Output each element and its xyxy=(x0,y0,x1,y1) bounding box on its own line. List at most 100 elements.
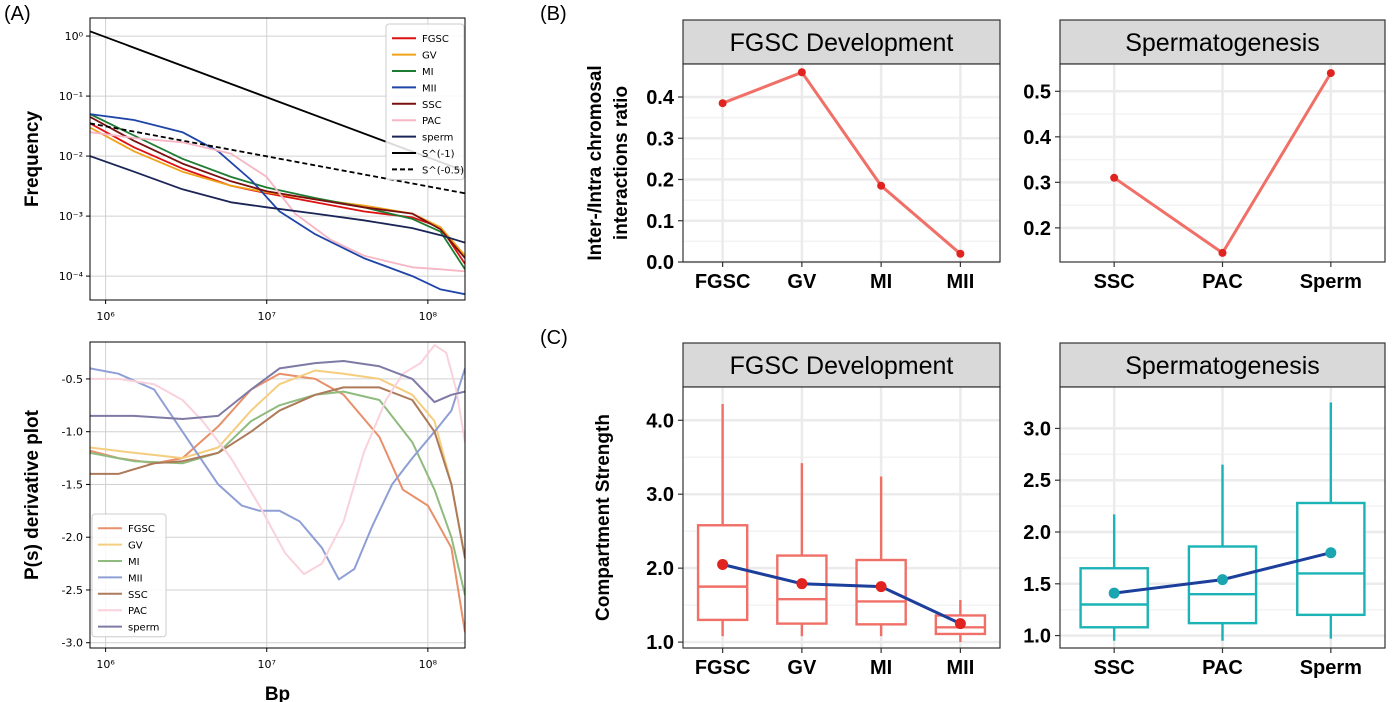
y-tick-label: 0.3 xyxy=(1023,172,1051,194)
series-line-gv xyxy=(90,369,465,559)
box-iqr xyxy=(776,554,828,625)
panel-frame xyxy=(682,63,1001,263)
legend-label: sperm xyxy=(128,623,159,634)
y-tick-label: 4.0 xyxy=(646,410,674,432)
facet-strip xyxy=(1059,342,1386,388)
panel-letter-b: (B) xyxy=(540,3,567,25)
y-axis-label: Inter-/Intra chromosal xyxy=(585,65,606,260)
ratio-line xyxy=(722,70,962,255)
legend-label: sperm xyxy=(422,133,453,144)
ratio-point xyxy=(877,181,886,190)
legend-label: S^(-0.5) xyxy=(422,165,464,176)
facet-strip xyxy=(682,342,1001,388)
x-tick-label: 10⁸ xyxy=(419,310,438,323)
series-line-sperm xyxy=(90,360,465,420)
mean-point xyxy=(796,578,808,590)
legend-label: PAC xyxy=(422,116,441,127)
x-tick-label: SSC xyxy=(1094,657,1135,679)
mean-point xyxy=(717,558,729,570)
y-tick-label: -2.0 xyxy=(62,531,83,544)
y-tick-label: -0.5 xyxy=(62,373,83,386)
x-tick-label: FGSC xyxy=(695,271,751,293)
y-axis-label: Frequency xyxy=(22,111,43,208)
y-tick-label: -3.0 xyxy=(62,637,83,650)
legend-label: MI xyxy=(128,557,140,568)
x-tick-label: 10⁸ xyxy=(419,658,438,671)
plot-frame xyxy=(89,341,466,649)
y-axis-label: Compartment Strength xyxy=(593,414,614,621)
series-line-sperm xyxy=(90,155,465,244)
x-tick-label: MII xyxy=(946,271,974,293)
facet-strip-title: FGSC Development xyxy=(730,352,954,380)
legend-label: MII xyxy=(128,573,143,584)
x-tick-label: 10⁷ xyxy=(258,658,276,671)
y-tick-label: 0.2 xyxy=(1023,218,1051,240)
x-tick-label: MII xyxy=(946,657,974,679)
legend-label: FGSC xyxy=(128,524,155,535)
chart-a-bottom: 10⁶ 10⁷ 10⁸ -0.5 -1.0 -1.5 -2.0 -2.5 -3.0 P(s) de… xyxy=(22,341,466,702)
ratio-point xyxy=(956,249,965,258)
series-line-mii xyxy=(90,367,465,581)
legend-label: PAC xyxy=(128,606,147,617)
y-tick-label: 0.4 xyxy=(646,87,675,109)
facet-strip-title: Spermatogenesis xyxy=(1125,29,1320,57)
x-tick-label: 10⁷ xyxy=(258,310,276,323)
facet-strip-title: FGSC Development xyxy=(730,29,954,57)
y-tick-label: 2.5 xyxy=(1023,470,1051,492)
y-tick-label: 1.5 xyxy=(1023,574,1051,596)
y-axis-label: P(s) derivative plot xyxy=(22,409,43,580)
legend-label: MII xyxy=(422,83,437,94)
x-axis-label: Bp xyxy=(265,684,290,702)
legend-label: SSC xyxy=(422,100,442,111)
series-group xyxy=(90,344,465,633)
legend-label: MI xyxy=(422,67,434,78)
y-tick-label: -1.0 xyxy=(62,426,83,439)
x-tick-label: PAC xyxy=(1202,657,1243,679)
chart-b-left: FGSC Development 0.0 0.1 0.2 0.3 0.4 FGSC GV MI M… xyxy=(585,19,1001,293)
chart-c-left: FGSC Development 1.0 2.0 3.0 4.0 FGSC GV MI MII C… xyxy=(593,342,1001,679)
x-tick-label: FGSC xyxy=(695,657,751,679)
y-tick-label: 2.0 xyxy=(1023,522,1051,544)
y-tick-label: 0.4 xyxy=(1023,127,1052,149)
x-tick-label: SSC xyxy=(1094,271,1135,293)
x-tick-label: PAC xyxy=(1202,271,1243,293)
y-tick-label: 10⁻⁴ xyxy=(59,270,84,283)
y-tick-label: 0.1 xyxy=(646,211,674,233)
panel-letter-a: (A) xyxy=(4,3,31,25)
y-tick-label: 3.0 xyxy=(646,484,674,506)
mean-line xyxy=(722,563,962,625)
y-tick-label: 10⁻² xyxy=(59,150,83,163)
mean-point xyxy=(1108,587,1120,599)
plot-frame xyxy=(89,17,466,301)
x-tick-label: Sperm xyxy=(1300,657,1362,679)
y-tick-label: 0.0 xyxy=(646,252,674,274)
facet-strip xyxy=(682,19,1001,65)
box-iqr xyxy=(855,558,907,626)
y-tick-label: 2.0 xyxy=(646,558,674,580)
x-tick-label: 10⁶ xyxy=(96,310,115,323)
ratio-point xyxy=(1326,69,1335,78)
chart-a-top: 10⁶ 10⁷ 10⁸ 10⁰ 10⁻¹ 10⁻² 10⁻³ 10⁻⁴ Frequency FGS… xyxy=(22,17,466,323)
ratio-point xyxy=(718,99,727,108)
legend-box xyxy=(385,23,465,181)
box-iqr xyxy=(696,524,749,622)
series-line-mi xyxy=(90,113,465,270)
series-line-pac xyxy=(90,344,465,576)
y-tick-label: 3.0 xyxy=(1023,418,1051,440)
x-tick-label: GV xyxy=(787,657,817,679)
series-line-pac xyxy=(90,131,465,273)
mean-point xyxy=(1325,547,1337,559)
x-tick-label: MI xyxy=(870,271,892,293)
y-tick-label: 0.2 xyxy=(646,170,674,192)
y-tick-label: 0.3 xyxy=(646,128,674,150)
ratio-point xyxy=(797,68,806,77)
x-tick-label: 10⁶ xyxy=(96,658,115,671)
legend-label: S^(-1) xyxy=(422,149,455,160)
series-line-ssc xyxy=(90,386,465,559)
panel-letter-c: (C) xyxy=(540,327,568,349)
y-tick-label: 10⁰ xyxy=(65,30,84,43)
x-tick-label: GV xyxy=(787,271,817,293)
y-tick-label: -2.5 xyxy=(62,584,83,597)
legend-label: GV xyxy=(422,51,437,62)
facet-strip xyxy=(1059,19,1386,65)
